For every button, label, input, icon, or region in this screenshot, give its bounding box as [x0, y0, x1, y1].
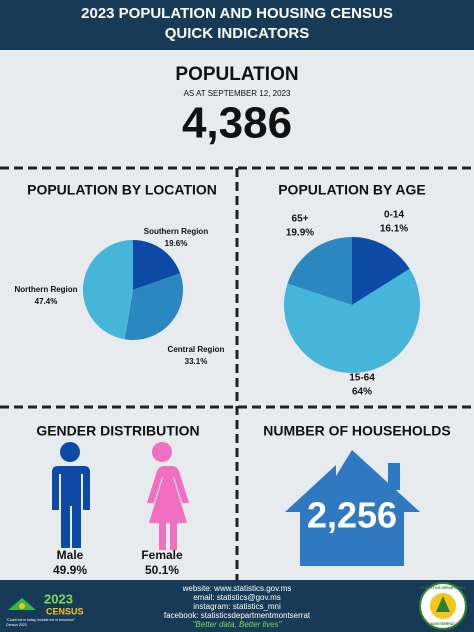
- slice-value: 64%: [352, 387, 372, 398]
- gender-title: GENDER DISTRIBUTION: [36, 423, 199, 439]
- female-label: Female: [141, 548, 183, 562]
- female-value: 50.1%: [145, 563, 179, 577]
- header-band: [0, 0, 474, 50]
- male-value: 49.9%: [53, 563, 87, 577]
- chart-title: POPULATION BY AGE: [278, 182, 426, 198]
- slice-label: 65+: [292, 214, 309, 225]
- pie-slice: [284, 268, 420, 374]
- pie-slice: [133, 240, 181, 290]
- slice-value: 16.1%: [380, 224, 408, 235]
- footer-instagram: instagram: statistics_mni: [193, 602, 281, 611]
- logo-year: 2023: [44, 591, 73, 606]
- slice-value: 19.9%: [286, 228, 314, 239]
- slice-label: Central Region: [168, 345, 225, 354]
- logo-sub: Census 2023: [6, 623, 27, 627]
- pie-slice: [124, 273, 183, 340]
- male-icon: [52, 442, 90, 548]
- slice-value: 33.1%: [185, 357, 208, 366]
- footer-slogan: "Better data, Better lives": [193, 620, 283, 629]
- footer-email: email: statistics@gov.ms: [193, 593, 281, 602]
- population-total: 4,386: [182, 99, 292, 148]
- population-date: AS AT SEPTEMBER 12, 2023: [184, 89, 291, 98]
- slice-value: 47.4%: [35, 297, 58, 306]
- slice-label: 15-64: [349, 373, 375, 384]
- seal-top: STATISTICS DEPARTMENT: [421, 586, 467, 590]
- female-icon: [147, 442, 189, 550]
- seal-bottom: MONTSERRAT: [431, 622, 456, 626]
- households-total: 2,256: [307, 495, 397, 536]
- slice-value: 19.6%: [165, 239, 188, 248]
- logo-tagline: "Count me in today, include me in tomorr…: [6, 618, 76, 622]
- pie-slice: [83, 240, 133, 340]
- chart-title: POPULATION BY LOCATION: [27, 182, 217, 198]
- header-title: 2023 POPULATION AND HOUSING CENSUS: [81, 5, 393, 22]
- chimney: [388, 476, 400, 490]
- header-subtitle: QUICK INDICATORS: [165, 25, 309, 42]
- census-logo: 2023 CENSUS "Count me in today, include …: [6, 591, 84, 626]
- logo-word: CENSUS: [46, 606, 84, 616]
- pie-slice: [352, 237, 410, 305]
- seal-logo: STATISTICS DEPARTMENT MONTSERRAT: [419, 582, 467, 630]
- footer-band: [0, 580, 474, 632]
- slice-label: Southern Region: [144, 227, 209, 236]
- footer-facebook: facebook: statisticsdepartmentmontserrat: [164, 611, 311, 620]
- pie-slice: [287, 237, 352, 305]
- male-label: Male: [57, 548, 84, 562]
- slice-label: 0-14: [384, 210, 404, 221]
- footer-website: website: www.statistics.gov.ms: [182, 584, 292, 593]
- population-heading: POPULATION: [175, 64, 298, 85]
- households-title: NUMBER OF HOUSEHOLDS: [263, 423, 450, 439]
- slice-label: Northern Region: [14, 285, 77, 294]
- house-icon: [285, 450, 420, 566]
